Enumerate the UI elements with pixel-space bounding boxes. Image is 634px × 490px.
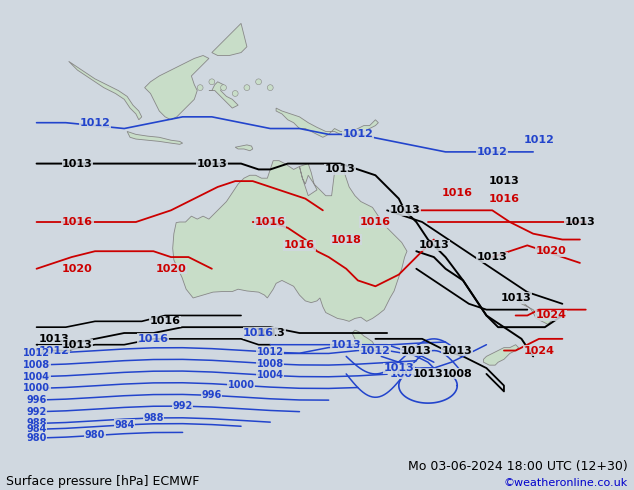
Text: 1020: 1020 [62, 264, 93, 274]
Text: 988: 988 [143, 413, 164, 423]
Text: 1013: 1013 [325, 165, 356, 174]
Text: 1016: 1016 [360, 217, 391, 227]
Text: 1012: 1012 [257, 347, 284, 357]
Text: 1013: 1013 [500, 293, 531, 303]
Text: 1008: 1008 [442, 369, 472, 379]
Text: 1012: 1012 [79, 118, 110, 128]
Text: 988: 988 [27, 418, 47, 428]
Text: 984: 984 [27, 424, 47, 434]
Text: 996: 996 [202, 391, 222, 400]
Circle shape [268, 85, 273, 91]
Polygon shape [172, 161, 407, 321]
Text: 1013: 1013 [197, 159, 227, 169]
Circle shape [221, 85, 226, 91]
Text: 1024: 1024 [524, 345, 555, 356]
Text: 1016: 1016 [488, 194, 519, 204]
Text: 1012: 1012 [39, 345, 70, 356]
Polygon shape [276, 108, 378, 137]
Text: 1012: 1012 [360, 345, 391, 356]
Text: 1016: 1016 [255, 217, 286, 227]
Text: 1024: 1024 [535, 311, 566, 320]
Text: 1013: 1013 [418, 241, 450, 250]
Text: 1018: 1018 [331, 235, 361, 245]
Circle shape [244, 85, 250, 91]
Circle shape [232, 91, 238, 97]
Polygon shape [484, 344, 519, 365]
Text: 1020: 1020 [155, 264, 186, 274]
Text: 1020: 1020 [535, 246, 566, 256]
Polygon shape [212, 24, 247, 55]
Text: 996: 996 [27, 395, 47, 405]
Text: 1013: 1013 [401, 345, 432, 356]
Polygon shape [519, 295, 553, 324]
Text: 1013: 1013 [389, 205, 420, 215]
Text: 980: 980 [27, 433, 47, 443]
Text: 1012: 1012 [524, 135, 555, 145]
Circle shape [209, 79, 215, 85]
Text: 1012: 1012 [477, 147, 508, 157]
Text: 1016: 1016 [150, 317, 181, 326]
Text: 1004: 1004 [257, 370, 284, 380]
Text: 1004: 1004 [23, 372, 50, 382]
Text: 980: 980 [85, 430, 105, 441]
Text: 1013: 1013 [413, 369, 443, 379]
Text: 1000: 1000 [228, 380, 254, 391]
Text: 1016: 1016 [243, 328, 274, 338]
Text: 1013: 1013 [331, 340, 361, 350]
Polygon shape [209, 82, 238, 108]
Text: 1016: 1016 [284, 241, 315, 250]
Text: Mo 03-06-2024 18:00 UTC (12+30): Mo 03-06-2024 18:00 UTC (12+30) [408, 460, 628, 473]
Text: 1013: 1013 [384, 363, 414, 373]
Polygon shape [68, 61, 142, 120]
Text: 1013: 1013 [489, 176, 519, 186]
Text: 1012: 1012 [342, 129, 373, 139]
Text: 1016: 1016 [138, 334, 169, 344]
Text: 1016: 1016 [62, 217, 93, 227]
Text: 1000: 1000 [23, 383, 50, 393]
Text: 1013: 1013 [62, 340, 93, 350]
Circle shape [197, 85, 203, 91]
Polygon shape [145, 55, 209, 120]
Text: ©weatheronline.co.uk: ©weatheronline.co.uk [503, 478, 628, 488]
Text: 1013: 1013 [39, 334, 70, 344]
Text: 1008: 1008 [23, 360, 50, 370]
Polygon shape [127, 131, 183, 145]
Polygon shape [352, 330, 375, 350]
Text: 1008: 1008 [257, 359, 284, 369]
Text: 1013: 1013 [255, 328, 286, 338]
Text: 1013: 1013 [62, 159, 93, 169]
Text: 1013: 1013 [442, 345, 472, 356]
Circle shape [256, 79, 261, 85]
Text: 1008: 1008 [389, 369, 420, 379]
Text: 1012: 1012 [23, 348, 50, 358]
Text: Surface pressure [hPa] ECMWF: Surface pressure [hPa] ECMWF [6, 474, 200, 488]
Text: 1013: 1013 [477, 252, 508, 262]
Text: 992: 992 [172, 401, 193, 411]
Text: 992: 992 [27, 407, 47, 417]
Text: 1013: 1013 [564, 217, 595, 227]
Text: 984: 984 [114, 420, 134, 430]
Text: 1016: 1016 [442, 188, 473, 198]
Polygon shape [235, 145, 253, 151]
Bar [25, 435, 609, 456]
